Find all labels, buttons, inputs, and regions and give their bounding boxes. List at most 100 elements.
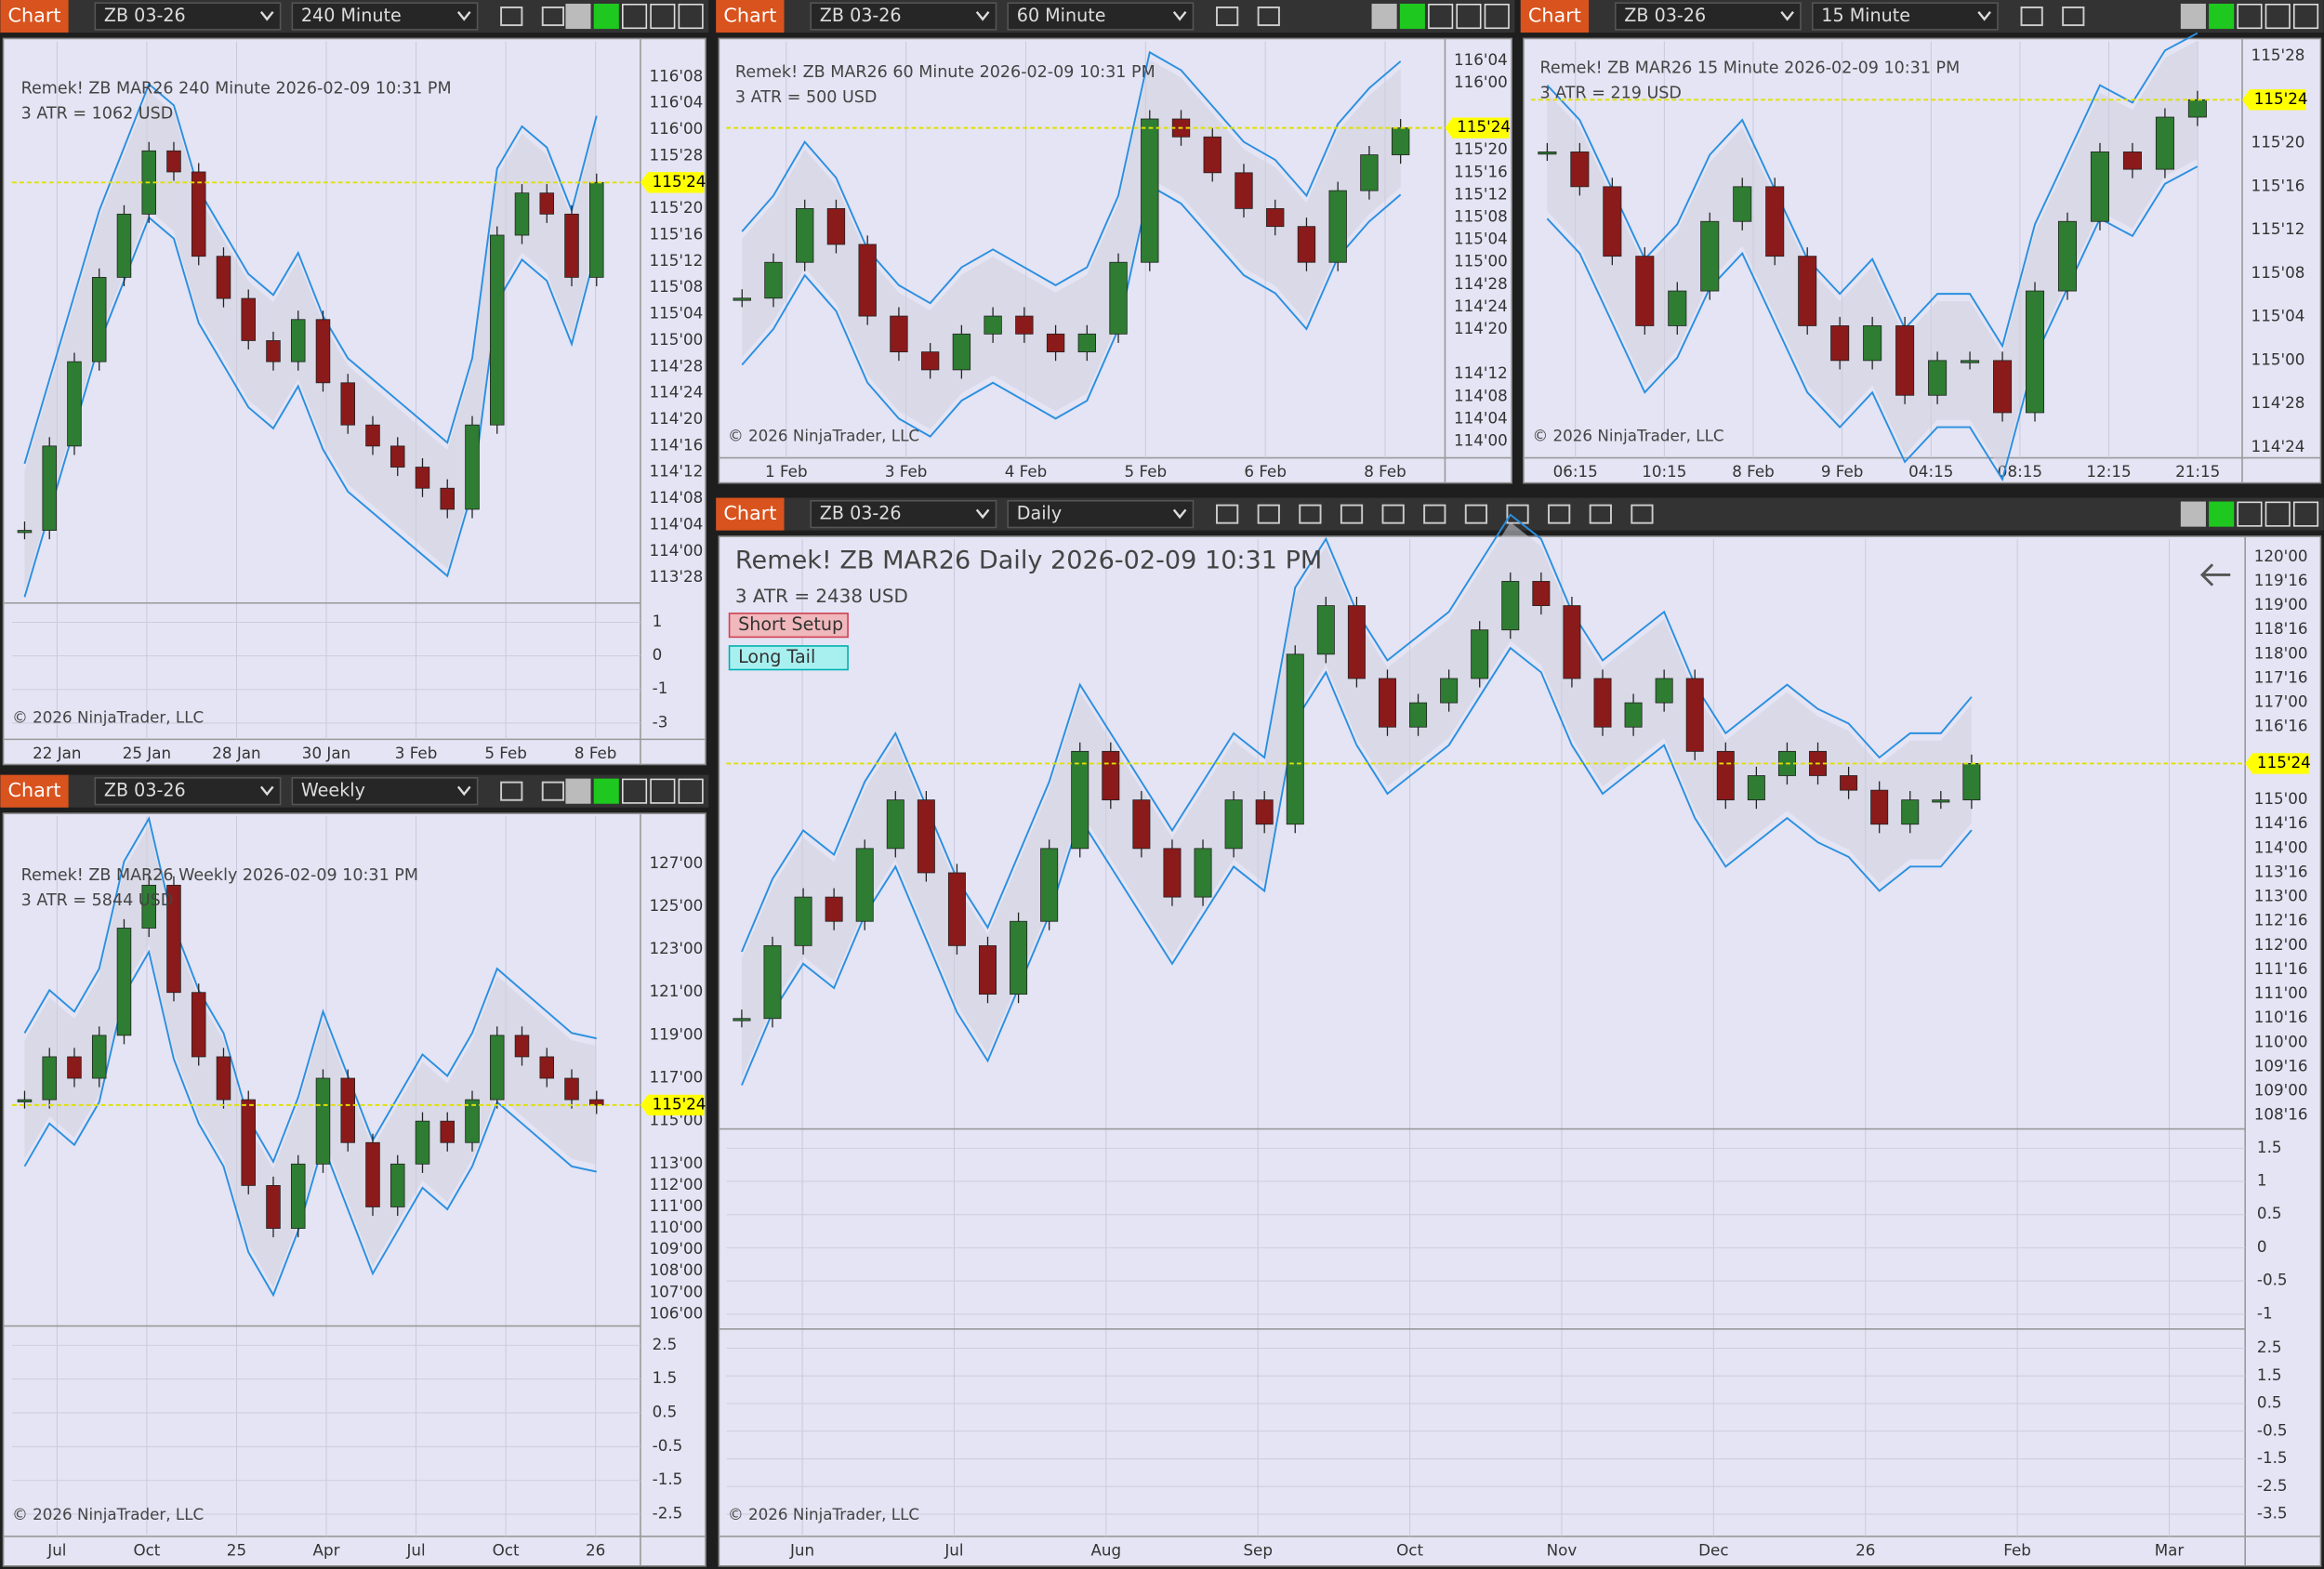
- toolbar-icon[interactable]: [1216, 7, 1239, 27]
- price-label: 114'16: [649, 435, 703, 454]
- chart-tab[interactable]: [716, 0, 785, 33]
- candle: [564, 1077, 579, 1101]
- window-button[interactable]: [2209, 3, 2235, 30]
- window-button[interactable]: [678, 3, 704, 30]
- candle: [890, 315, 908, 353]
- toolbar-icon[interactable]: [1548, 504, 1571, 524]
- toolbar-icon[interactable]: [1257, 7, 1280, 27]
- candle: [315, 1077, 331, 1165]
- time-label: Jun: [789, 1540, 814, 1559]
- chart-tab[interactable]: [716, 497, 785, 531]
- window-button[interactable]: [1484, 3, 1510, 30]
- dropdown-arrow: [1172, 508, 1187, 520]
- chart-tab[interactable]: [0, 0, 69, 33]
- interval-dropdown[interactable]: [1007, 2, 1195, 31]
- time-label: 30 Jan: [302, 744, 350, 762]
- window-button[interactable]: [1456, 3, 1482, 30]
- instrument-dropdown[interactable]: [810, 499, 997, 529]
- dropdown-arrow: [456, 11, 471, 21]
- window-button[interactable]: [593, 3, 619, 30]
- price-label: 115'00: [2251, 349, 2305, 368]
- toolbar-icon[interactable]: [1589, 504, 1612, 524]
- chart-tab-label: Chart: [723, 502, 776, 524]
- window-button[interactable]: [1371, 3, 1397, 30]
- price-label: 109'00: [649, 1239, 703, 1258]
- toolbar-icon[interactable]: [1423, 504, 1446, 524]
- candle: [1360, 154, 1379, 191]
- window-button[interactable]: [2265, 3, 2291, 30]
- chart-panel: [718, 535, 2322, 1567]
- chart-tab[interactable]: [1520, 0, 1590, 33]
- copyright: © 2026 NinjaTrader, LLC: [12, 1505, 204, 1523]
- window-button[interactable]: [2265, 501, 2291, 527]
- window-button[interactable]: [2209, 501, 2235, 527]
- candle: [1501, 581, 1520, 631]
- interval-dropdown[interactable]: [291, 777, 479, 806]
- candle: [266, 340, 281, 363]
- window-button[interactable]: [2180, 501, 2206, 527]
- window-button[interactable]: [2292, 3, 2319, 30]
- toolbar-icon[interactable]: [1506, 504, 1529, 524]
- price-label: 115'08: [649, 277, 703, 296]
- osc-label: -3.5: [2257, 1504, 2288, 1523]
- instrument-dropdown[interactable]: [1614, 2, 1802, 31]
- candle: [17, 1099, 33, 1102]
- toolbar-icon[interactable]: [2062, 7, 2085, 27]
- instrument-dropdown[interactable]: [94, 777, 282, 806]
- interval-dropdown[interactable]: [291, 2, 479, 31]
- chart-tab[interactable]: [0, 774, 69, 808]
- window-button[interactable]: [678, 778, 704, 804]
- interval: Daily: [1017, 503, 1062, 524]
- candle: [42, 445, 57, 532]
- time-label: 5 Feb: [1125, 462, 1168, 481]
- window-button[interactable]: [650, 778, 676, 804]
- candle: [1563, 605, 1581, 679]
- interval-dropdown[interactable]: [1811, 2, 1999, 31]
- toolbar-icon[interactable]: [541, 781, 564, 801]
- window-button[interactable]: [2292, 501, 2319, 527]
- candle: [1255, 799, 1274, 825]
- toolbar-icon[interactable]: [1257, 504, 1280, 524]
- candle: [116, 928, 132, 1036]
- toolbar-icon[interactable]: [500, 7, 523, 27]
- toolbar-icon[interactable]: [541, 7, 564, 27]
- window-button[interactable]: [593, 778, 619, 804]
- window-button[interactable]: [565, 3, 591, 30]
- window-button[interactable]: [1399, 3, 1425, 30]
- candle: [67, 361, 82, 447]
- volatility-band: [741, 521, 1972, 1078]
- price-label: 115'28: [649, 145, 703, 164]
- toolbar-icon[interactable]: [2020, 7, 2043, 27]
- window-button[interactable]: [650, 3, 676, 30]
- toolbar-icon[interactable]: [1464, 504, 1488, 524]
- window-button[interactable]: [2237, 3, 2263, 30]
- current-price-tag: [640, 1094, 705, 1116]
- candle: [1716, 750, 1735, 800]
- back-arrow[interactable]: [2199, 563, 2231, 587]
- window-button[interactable]: [622, 3, 648, 30]
- window-button[interactable]: [2237, 501, 2263, 527]
- time-label: Oct: [133, 1540, 160, 1559]
- candle: [365, 1141, 380, 1207]
- toolbar-icon[interactable]: [1340, 504, 1364, 524]
- price-label: 115'16: [649, 225, 703, 244]
- instrument-dropdown[interactable]: [94, 2, 282, 31]
- toolbar-icon[interactable]: [500, 781, 523, 801]
- toolbar-icon[interactable]: [1631, 504, 1654, 524]
- instrument-dropdown[interactable]: [810, 2, 997, 31]
- window-button[interactable]: [1428, 3, 1454, 30]
- toolbar-icon[interactable]: [1381, 504, 1405, 524]
- time-label: 4 Feb: [1005, 462, 1048, 481]
- price-label: 117'00: [649, 1068, 703, 1087]
- candle: [2057, 220, 2078, 292]
- window-button[interactable]: [565, 778, 591, 804]
- toolbar-icon[interactable]: [1216, 504, 1239, 524]
- toolbar-icon[interactable]: [1299, 504, 1322, 524]
- candle: [917, 799, 935, 874]
- osc-label: -1: [2257, 1303, 2273, 1322]
- window-button[interactable]: [622, 778, 648, 804]
- interval-dropdown[interactable]: [1007, 499, 1195, 529]
- osc-label: -2.5: [2257, 1476, 2288, 1495]
- window-button[interactable]: [2180, 3, 2206, 30]
- candle: [1765, 186, 1785, 257]
